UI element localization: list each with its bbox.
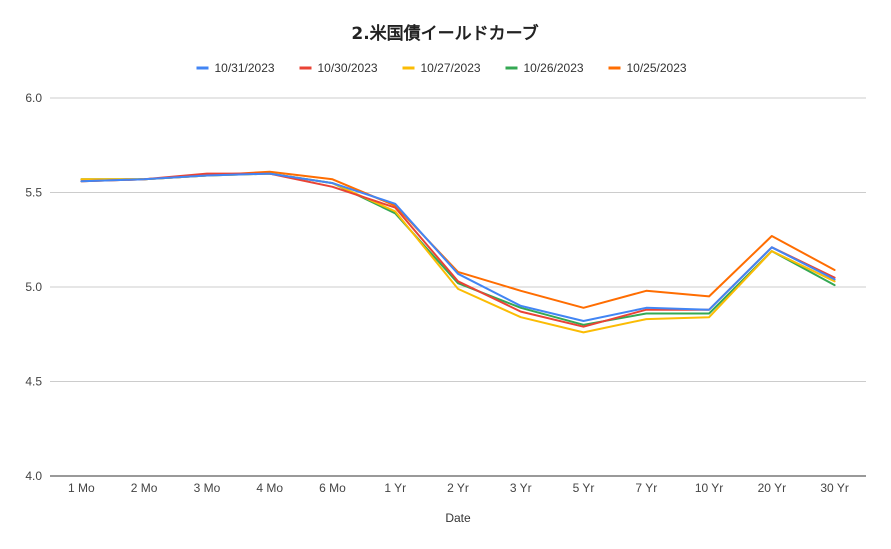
legend-item[interactable]: 10/31/2023 <box>196 61 275 75</box>
y-tick-label: 4.5 <box>25 375 42 389</box>
legend-item[interactable]: 10/25/2023 <box>608 61 687 75</box>
x-tick-label: 2 Yr <box>447 481 469 495</box>
series-lines <box>80 170 836 334</box>
y-tick-label: 6.0 <box>25 91 42 105</box>
y-tick-label: 5.5 <box>25 186 42 200</box>
x-tick-label: 1 Yr <box>384 481 406 495</box>
series-line <box>80 172 836 334</box>
x-tick-label: 30 Yr <box>820 481 848 495</box>
legend-label: 10/26/2023 <box>524 61 584 75</box>
legend-label: 10/27/2023 <box>421 61 481 75</box>
series-line <box>80 172 836 326</box>
legend-item[interactable]: 10/27/2023 <box>402 61 481 75</box>
x-tick-label: 5 Yr <box>573 481 595 495</box>
x-tick-label: 3 Mo <box>194 481 221 495</box>
x-tick-label: 3 Yr <box>510 481 532 495</box>
x-axis-ticks: 1 Mo 2 Mo 3 Mo 4 Mo 6 Mo 1 Yr 2 Yr 3 Yr 5 Yr 7 Yr… <box>68 481 849 495</box>
x-tick-label: 6 Mo <box>319 481 346 495</box>
x-tick-label: 2 Mo <box>131 481 158 495</box>
x-tick-label: 1 Mo <box>68 481 95 495</box>
x-axis-label: Date <box>445 511 471 525</box>
legend-label: 10/25/2023 <box>627 61 687 75</box>
series-line <box>80 172 836 322</box>
chart-title: 2.米国債イールドカーブ <box>351 23 538 44</box>
legend-item[interactable]: 10/30/2023 <box>299 61 378 75</box>
legend-label: 10/31/2023 <box>215 61 275 75</box>
gridlines <box>50 97 866 477</box>
y-tick-label: 4.0 <box>25 469 42 483</box>
x-tick-label: 10 Yr <box>695 481 723 495</box>
x-tick-label: 7 Yr <box>635 481 657 495</box>
x-tick-label: 4 Mo <box>256 481 283 495</box>
y-axis-ticks: 4.0 4.5 5.0 5.5 6.0 <box>25 91 42 483</box>
legend-label: 10/30/2023 <box>318 61 378 75</box>
x-tick-label: 20 Yr <box>758 481 786 495</box>
y-tick-label: 5.0 <box>25 280 42 294</box>
legend-item[interactable]: 10/26/2023 <box>505 61 584 75</box>
legend[interactable]: 10/31/2023 10/30/2023 10/27/2023 10/26/2023… <box>196 61 687 75</box>
